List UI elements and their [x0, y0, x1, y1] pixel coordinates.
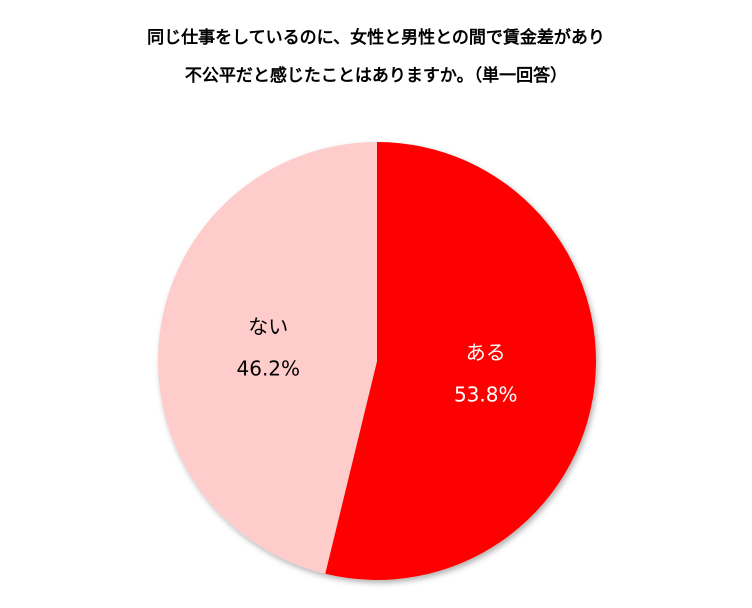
chart-title: 不公平だと感じたことはありますか。（単一回答） [185, 65, 567, 86]
pie [157, 142, 596, 580]
slice-value-label: 53.8% [454, 383, 518, 407]
pie-slice [325, 142, 596, 580]
pie-slice [157, 142, 377, 574]
slice-category-label: ない [248, 314, 288, 338]
slice-category-label: ある [466, 341, 506, 365]
chart-title: 同じ仕事をしているのに、女性と男性との間で賃金差があり [147, 27, 605, 48]
slice-value-label: 46.2% [237, 356, 301, 380]
